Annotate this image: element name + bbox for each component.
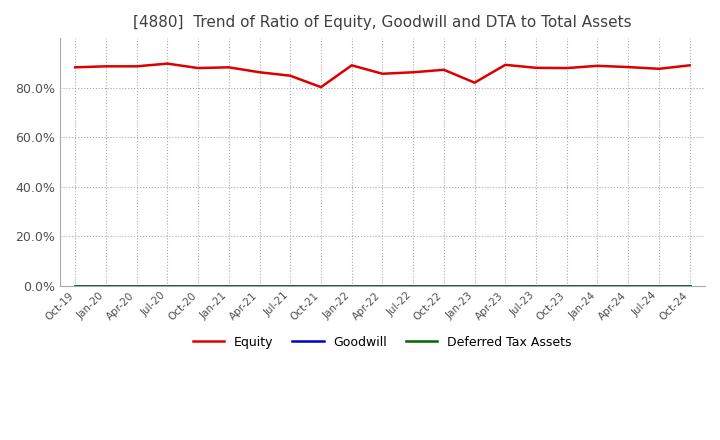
- Deferred Tax Assets: [347, 283, 356, 288]
- Equity: [685, 62, 694, 68]
- Equity: [102, 64, 110, 69]
- Deferred Tax Assets: [255, 283, 264, 288]
- Equity: [439, 67, 448, 73]
- Title: [4880]  Trend of Ratio of Equity, Goodwill and DTA to Total Assets: [4880] Trend of Ratio of Equity, Goodwil…: [133, 15, 631, 30]
- Goodwill: [102, 283, 110, 288]
- Equity: [470, 80, 479, 85]
- Equity: [286, 73, 294, 78]
- Goodwill: [163, 283, 171, 288]
- Deferred Tax Assets: [685, 283, 694, 288]
- Goodwill: [593, 283, 602, 288]
- Goodwill: [654, 283, 663, 288]
- Equity: [654, 66, 663, 71]
- Goodwill: [71, 283, 79, 288]
- Deferred Tax Assets: [132, 283, 141, 288]
- Deferred Tax Assets: [501, 283, 510, 288]
- Equity: [71, 65, 79, 70]
- Equity: [225, 65, 233, 70]
- Equity: [593, 63, 602, 69]
- Deferred Tax Assets: [409, 283, 418, 288]
- Goodwill: [317, 283, 325, 288]
- Goodwill: [531, 283, 540, 288]
- Deferred Tax Assets: [71, 283, 79, 288]
- Deferred Tax Assets: [654, 283, 663, 288]
- Equity: [501, 62, 510, 67]
- Equity: [317, 84, 325, 90]
- Deferred Tax Assets: [286, 283, 294, 288]
- Deferred Tax Assets: [378, 283, 387, 288]
- Goodwill: [132, 283, 141, 288]
- Goodwill: [255, 283, 264, 288]
- Goodwill: [470, 283, 479, 288]
- Goodwill: [194, 283, 202, 288]
- Equity: [562, 66, 571, 71]
- Goodwill: [286, 283, 294, 288]
- Equity: [531, 65, 540, 70]
- Equity: [624, 64, 632, 70]
- Equity: [163, 61, 171, 66]
- Goodwill: [439, 283, 448, 288]
- Equity: [255, 70, 264, 75]
- Legend: Equity, Goodwill, Deferred Tax Assets: Equity, Goodwill, Deferred Tax Assets: [188, 330, 577, 354]
- Goodwill: [624, 283, 632, 288]
- Equity: [194, 66, 202, 71]
- Equity: [347, 62, 356, 68]
- Goodwill: [409, 283, 418, 288]
- Deferred Tax Assets: [562, 283, 571, 288]
- Goodwill: [378, 283, 387, 288]
- Equity: [132, 64, 141, 69]
- Equity: [409, 70, 418, 75]
- Deferred Tax Assets: [439, 283, 448, 288]
- Deferred Tax Assets: [163, 283, 171, 288]
- Deferred Tax Assets: [470, 283, 479, 288]
- Equity: [378, 71, 387, 77]
- Deferred Tax Assets: [317, 283, 325, 288]
- Goodwill: [685, 283, 694, 288]
- Line: Equity: Equity: [75, 64, 690, 87]
- Deferred Tax Assets: [194, 283, 202, 288]
- Deferred Tax Assets: [225, 283, 233, 288]
- Deferred Tax Assets: [102, 283, 110, 288]
- Deferred Tax Assets: [593, 283, 602, 288]
- Deferred Tax Assets: [624, 283, 632, 288]
- Goodwill: [501, 283, 510, 288]
- Goodwill: [347, 283, 356, 288]
- Goodwill: [562, 283, 571, 288]
- Goodwill: [225, 283, 233, 288]
- Deferred Tax Assets: [531, 283, 540, 288]
